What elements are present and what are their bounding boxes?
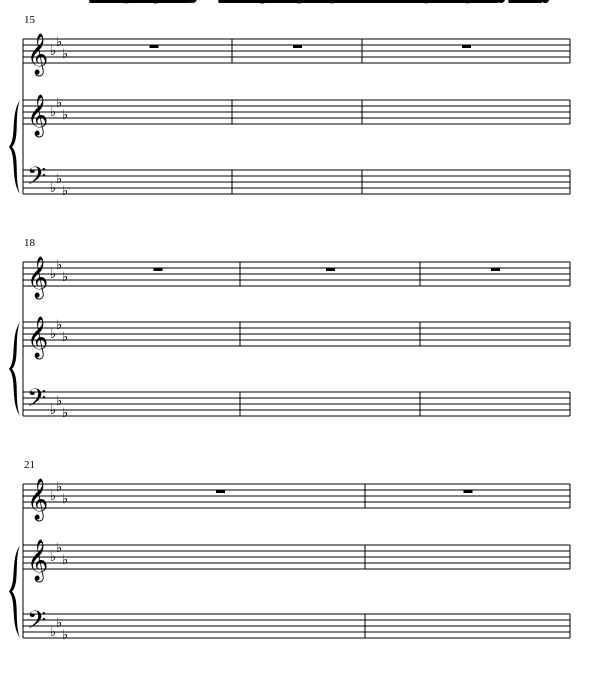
measure-20 [434,0,531,271]
whole-rest-icon [326,268,335,271]
note-head [487,0,495,3]
flat-icon: ♭ [56,394,62,409]
bass-clef-icon: 𝄢 [27,606,46,641]
flat-icon: ♭ [56,541,62,556]
flat-icon: ♭ [56,172,62,187]
whole-rest-icon [293,45,302,48]
measure-22 [379,0,550,493]
beam [328,0,384,3]
system-21: 21𝄞 ♭♭♭𝄞 ♭♭♭𝄢 ♭♭♭ [9,0,571,643]
system-15: 15𝄞 ♭♭♭𝄞 ♭♭♭𝄢 ♭♭♭ [9,0,571,199]
note-head [185,0,194,3]
beam [218,0,251,3]
beam [434,0,479,3]
note-head [478,0,487,3]
bass-clef-icon: 𝄢 [27,162,46,197]
whole-rest-icon [216,490,225,493]
flat-icon: ♭ [50,550,56,565]
measure-number: 21 [24,459,35,471]
flat-icon: ♭ [62,492,68,507]
measure-17 [376,0,549,48]
flat-icon: ♭ [62,47,68,62]
whole-rest-icon [153,268,163,271]
measure-16 [246,0,304,48]
flat-icon: ♭ [50,44,56,59]
flat-icon: ♭ [62,553,68,568]
beam [254,0,310,3]
flat-icon: ♭ [50,625,56,640]
measure-15 [89,0,191,48]
note-head [282,0,291,3]
measure-number: 18 [24,237,36,249]
treble-clef-icon: 𝄞 [27,33,48,76]
treble-clef-icon: 𝄞 [27,256,48,299]
flat-icon: ♭ [50,181,56,196]
note-head [541,0,550,3]
note-head [331,0,339,3]
note-head [266,0,275,3]
beam [530,0,542,3]
flat-icon: ♭ [62,270,68,285]
flat-icon: ♭ [56,616,62,631]
note-head [522,0,531,3]
note-head [250,0,259,3]
note-head [444,0,452,3]
whole-rest-icon [149,45,159,48]
beam [89,0,187,3]
flat-icon: ♭ [50,105,56,120]
treble-clef-icon: 𝄞 [27,316,48,359]
flat-icon: ♭ [56,480,62,495]
measure-19 [254,0,392,271]
flat-icon: ♭ [56,35,62,50]
flat-icon: ♭ [62,628,68,643]
flat-icon: ♭ [62,330,68,345]
note-head [508,0,517,3]
measure-number: 15 [24,14,36,26]
whole-rest-icon [462,45,471,48]
measure-21 [89,0,339,493]
flat-icon: ♭ [56,318,62,333]
flat-icon: ♭ [50,267,56,282]
flat-icon: ♭ [50,489,56,504]
flat-icon: ♭ [62,184,68,199]
flat-icon: ♭ [62,108,68,123]
flat-icon: ♭ [50,403,56,418]
flat-icon: ♭ [56,258,62,273]
flat-icon: ♭ [56,96,62,111]
treble-clef-icon: 𝄞 [27,94,48,137]
treble-clef-icon: 𝄞 [27,478,48,521]
brace-icon [9,545,20,638]
system-18: 18𝄞 ♭♭♭𝄞 ♭♭♭𝄢 ♭♭♭ [9,0,571,421]
whole-rest-icon [491,268,500,271]
measure-18 [89,0,197,271]
beam [379,0,445,3]
beam [283,0,332,3]
brace-icon [9,322,20,416]
note-head [493,0,501,3]
brace-icon [9,100,20,194]
flat-icon: ♭ [50,327,56,342]
flat-icon: ♭ [62,406,68,421]
whole-rest-icon [463,490,473,493]
bass-clef-icon: 𝄢 [27,384,46,419]
treble-clef-icon: 𝄞 [27,539,48,582]
